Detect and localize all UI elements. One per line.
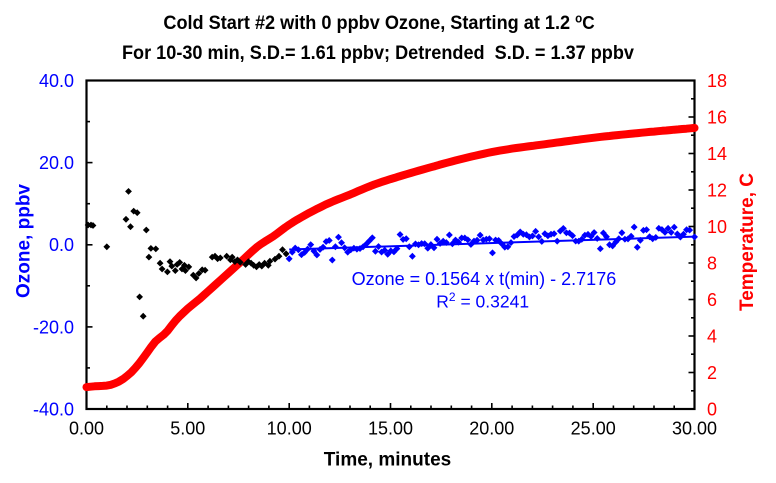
svg-text:0: 0 [707, 400, 717, 420]
svg-text:2: 2 [707, 363, 717, 383]
svg-text:15.00: 15.00 [368, 419, 413, 439]
svg-text:For 10-30 min, S.D.= 1.61 ppbv: For 10-30 min, S.D.= 1.61 ppbv; Detrende… [122, 42, 634, 64]
svg-text:40.0: 40.0 [39, 71, 74, 91]
svg-text:8: 8 [707, 254, 717, 274]
svg-text:5.00: 5.00 [170, 419, 205, 439]
svg-text:30.00: 30.00 [672, 419, 717, 439]
svg-text:14: 14 [707, 144, 727, 164]
svg-text:0.00: 0.00 [69, 419, 104, 439]
svg-text:18: 18 [707, 71, 727, 91]
svg-text:25.00: 25.00 [571, 419, 616, 439]
svg-text:Cold Start #2 with 0 ppbv Ozon: Cold Start #2 with 0 ppbv Ozone, Startin… [163, 11, 594, 33]
svg-text:Temperature, C: Temperature, C [737, 173, 758, 311]
svg-text:16: 16 [707, 108, 727, 128]
svg-text:6: 6 [707, 290, 717, 310]
svg-text:0.0: 0.0 [49, 235, 74, 255]
svg-text:-40.0: -40.0 [33, 400, 74, 420]
svg-text:20.00: 20.00 [469, 419, 514, 439]
svg-text:10: 10 [707, 217, 727, 237]
svg-text:Ozone, ppbv: Ozone, ppbv [14, 184, 35, 298]
svg-text:Time, minutes: Time, minutes [324, 450, 451, 471]
svg-text:-20.0: -20.0 [33, 317, 74, 337]
svg-text:10.00: 10.00 [267, 419, 312, 439]
svg-text:Ozone = 0.1564 x t(min) - 2.71: Ozone = 0.1564 x t(min) - 2.7176 [352, 269, 617, 289]
svg-text:20.0: 20.0 [39, 153, 74, 173]
svg-text:4: 4 [707, 327, 717, 347]
svg-text:12: 12 [707, 181, 727, 201]
svg-text:R2 = 0.3241: R2 = 0.3241 [436, 290, 529, 312]
